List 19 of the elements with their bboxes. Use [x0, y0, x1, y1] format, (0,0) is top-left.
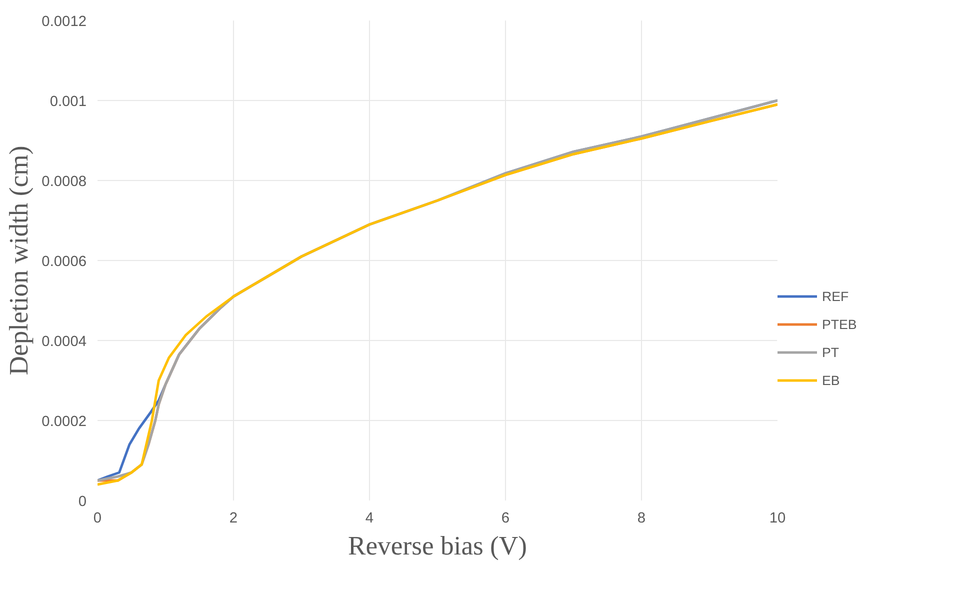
- y-tick-label: 0.0008: [42, 174, 86, 190]
- legend-label: REF: [822, 288, 849, 304]
- y-tick-label: 0.0002: [42, 414, 86, 430]
- x-tick-label: 4: [365, 510, 374, 526]
- y-axis-title: Depletion width (cm): [4, 146, 34, 376]
- x-axis-title: Reverse bias (V): [348, 530, 528, 560]
- x-tick-label: 8: [637, 510, 646, 526]
- y-tick-label: 0.001: [50, 94, 87, 110]
- y-tick-label: 0.0004: [42, 334, 86, 350]
- y-tick-label: 0.0012: [42, 14, 86, 30]
- x-tick-label: 6: [501, 510, 510, 526]
- y-tick-label: 0.0006: [42, 254, 86, 270]
- x-tick-label: 0: [93, 510, 102, 526]
- x-tick-label: 2: [229, 510, 238, 526]
- legend-label: EB: [822, 372, 841, 388]
- y-tick-label: 0: [78, 494, 87, 510]
- x-tick-label: 10: [769, 510, 786, 526]
- legend-label: PT: [822, 344, 840, 360]
- legend-label: PTEB: [822, 316, 857, 332]
